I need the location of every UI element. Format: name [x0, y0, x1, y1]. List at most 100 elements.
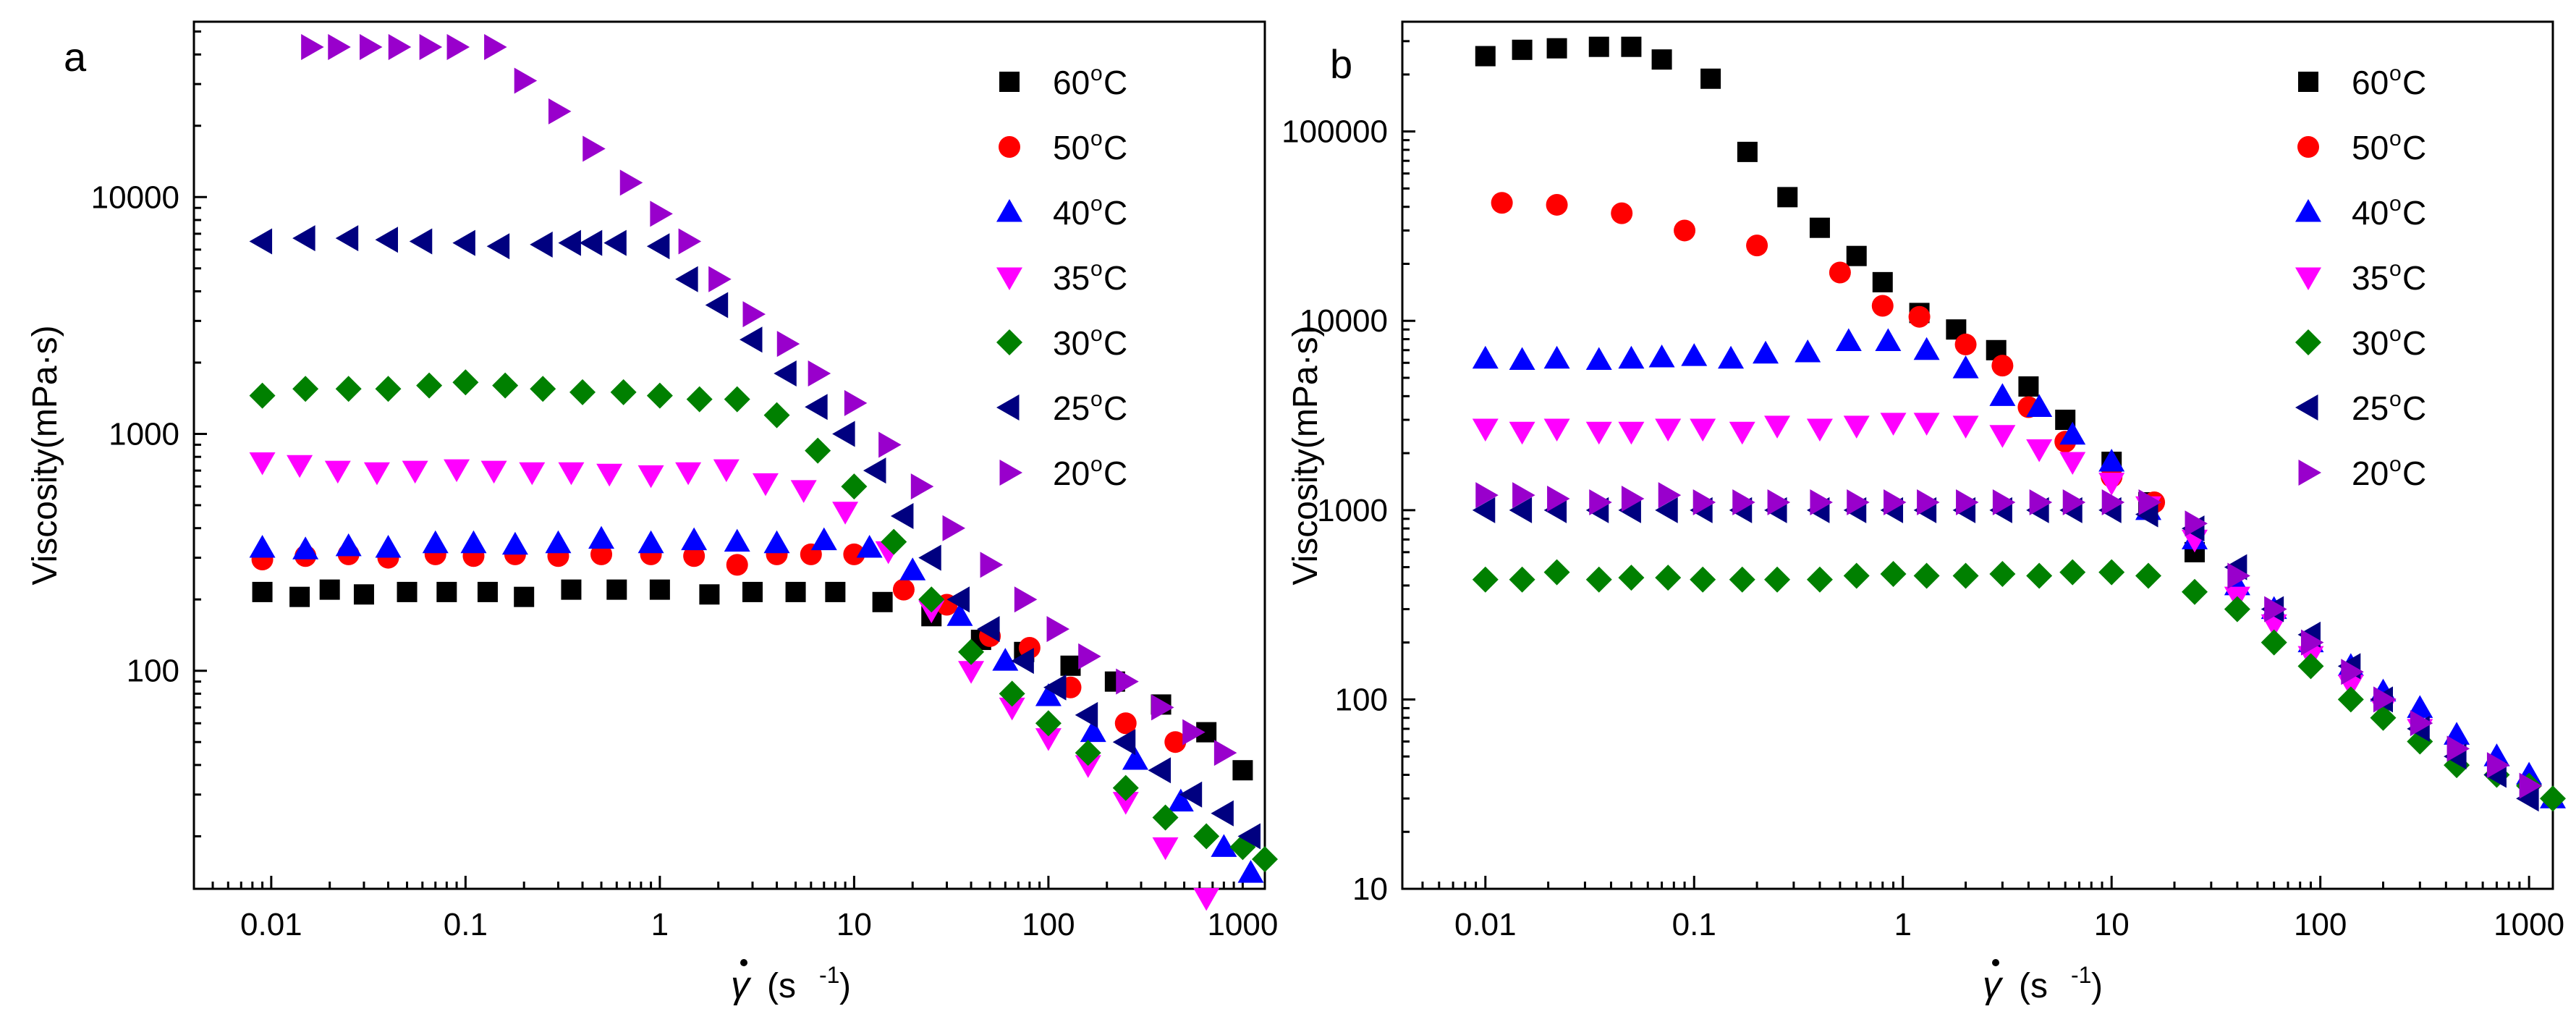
data-point [646, 233, 670, 260]
legend-label: 35 [2352, 259, 2389, 297]
data-point [1018, 636, 1041, 659]
legend-marker [2295, 329, 2321, 355]
data-point [501, 531, 528, 555]
data-point [890, 502, 914, 529]
x-axis-exponent: -1 [2071, 962, 2091, 988]
data-point [1112, 729, 1136, 756]
series-30C [1472, 559, 2566, 812]
data-point [841, 473, 868, 500]
data-point [683, 545, 706, 567]
data-point [603, 229, 627, 256]
legend-unit: C [1103, 259, 1127, 297]
data-point [249, 228, 273, 255]
data-point [2446, 735, 2470, 762]
legend-unit: C [1103, 129, 1127, 166]
data-point [681, 527, 708, 551]
data-point [514, 67, 538, 94]
data-point [436, 581, 457, 602]
data-point [1681, 343, 1708, 366]
data-point [790, 480, 817, 503]
data-point [1078, 643, 1101, 670]
x-tick-label: 10 [836, 907, 872, 942]
data-point [1075, 701, 1098, 728]
data-point [1509, 566, 1535, 593]
y-tick-label: 1000 [109, 416, 179, 452]
data-point [1148, 757, 1172, 784]
data-point [1114, 712, 1137, 735]
data-point [2181, 578, 2208, 605]
data-point [301, 33, 324, 60]
data-point [1795, 339, 1821, 363]
data-point [1806, 566, 1833, 593]
data-point [1954, 333, 1977, 355]
data-point [1152, 837, 1179, 861]
data-point [1847, 489, 1870, 516]
data-point [1674, 219, 1696, 242]
data-point [402, 460, 428, 484]
data-point [1543, 418, 1570, 442]
data-point [579, 229, 603, 256]
data-point [2029, 489, 2053, 516]
dot-accent-icon [740, 959, 747, 966]
x-tick-label: 1000 [1207, 907, 1278, 942]
legend-label: 40 [1053, 194, 1090, 232]
data-point [460, 530, 487, 554]
data-point [2185, 510, 2208, 537]
legend-unit: C [2402, 64, 2426, 101]
legend-marker [996, 329, 1022, 355]
data-point [2370, 704, 2397, 731]
data-point [958, 638, 985, 665]
x-axis-label: γ (s -1) [1983, 959, 2103, 1006]
data-point [324, 460, 351, 484]
data-point [1589, 489, 1612, 516]
series-60C [1475, 36, 2205, 562]
legend-marker [999, 72, 1020, 92]
legend-marker [999, 460, 1022, 486]
legend-marker [2295, 394, 2318, 421]
data-point [1472, 497, 1496, 523]
data-point [1112, 792, 1139, 815]
data-point [375, 227, 399, 253]
data-point [1035, 710, 1062, 737]
data-point [492, 372, 519, 399]
x-axis-label: γ (s -1) [731, 959, 851, 1006]
data-point [1193, 887, 1220, 911]
data-point [1043, 674, 1067, 701]
x-axis-symbol: γ [1983, 964, 2004, 1006]
data-point [610, 379, 637, 405]
series-35C [249, 452, 1220, 911]
data-point [486, 233, 510, 260]
data-point [825, 581, 846, 602]
data-point [1080, 719, 1106, 743]
data-point [2026, 562, 2053, 589]
data-point [596, 463, 623, 487]
data-point [1618, 345, 1645, 369]
x-tick-label: 0.01 [240, 907, 302, 942]
data-point [1211, 834, 1237, 857]
data-point [484, 33, 507, 60]
data-point [1543, 559, 1570, 586]
panel-label: b [1330, 41, 1352, 87]
data-point [1546, 38, 1567, 59]
legend-degree: o [2389, 322, 2402, 346]
data-point [649, 579, 670, 600]
data-point [2059, 421, 2086, 445]
data-point [785, 581, 806, 602]
data-point [899, 557, 926, 580]
legend-label: 50 [1053, 129, 1090, 166]
data-point [446, 33, 470, 60]
data-point [1806, 418, 1833, 442]
data-point [1167, 788, 1194, 812]
data-point [1952, 415, 1979, 439]
legend-label: 20 [1053, 455, 1090, 492]
data-point [2026, 394, 2053, 418]
x-axis-close: ) [839, 967, 851, 1005]
y-tick-label: 10000 [1300, 303, 1388, 339]
data-point [2098, 473, 2125, 496]
y-tick-label: 10000 [91, 180, 179, 215]
data-point [1491, 192, 1513, 214]
data-point [1509, 421, 1535, 445]
data-point [1618, 565, 1645, 591]
series-50C [1491, 192, 2166, 514]
data-point [588, 525, 615, 549]
